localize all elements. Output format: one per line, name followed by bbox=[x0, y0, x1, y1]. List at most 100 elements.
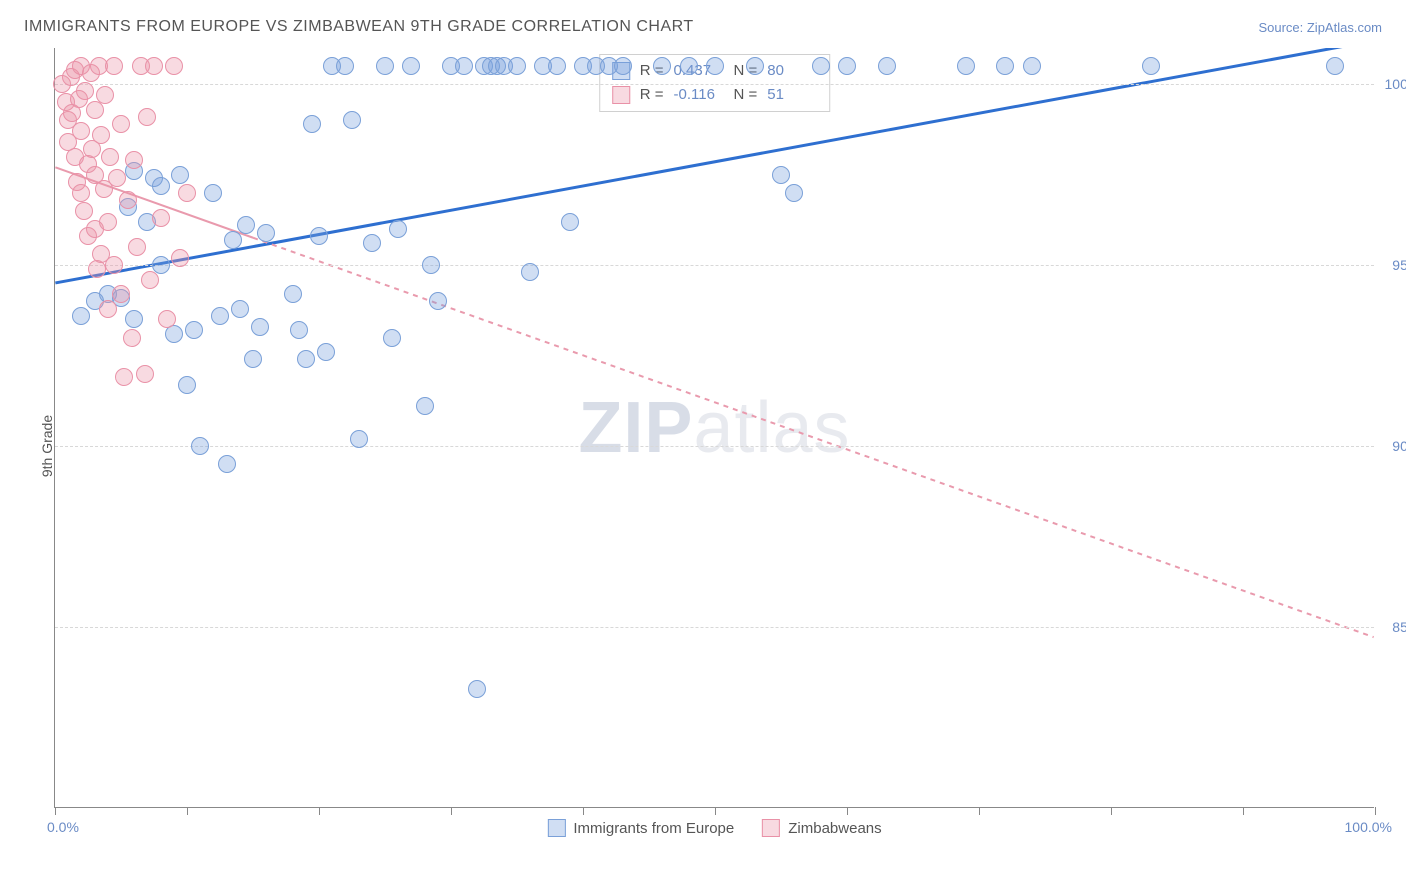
data-point bbox=[297, 350, 315, 368]
data-point bbox=[171, 166, 189, 184]
data-point bbox=[99, 300, 117, 318]
grid-line bbox=[55, 627, 1374, 628]
y-tick-label: 100.0% bbox=[1385, 76, 1406, 92]
data-point bbox=[303, 115, 321, 133]
data-point bbox=[336, 57, 354, 75]
data-point bbox=[152, 177, 170, 195]
data-point bbox=[878, 57, 896, 75]
data-point bbox=[158, 310, 176, 328]
data-point bbox=[224, 231, 242, 249]
data-point bbox=[92, 126, 110, 144]
data-point bbox=[996, 57, 1014, 75]
x-tick-mark bbox=[187, 807, 188, 815]
data-point bbox=[128, 238, 146, 256]
title-bar: IMMIGRANTS FROM EUROPE VS ZIMBABWEAN 9TH… bbox=[24, 18, 1382, 36]
data-point bbox=[350, 430, 368, 448]
data-point bbox=[1142, 57, 1160, 75]
data-point bbox=[108, 169, 126, 187]
series-swatch bbox=[612, 86, 630, 104]
data-point bbox=[402, 57, 420, 75]
data-point bbox=[119, 191, 137, 209]
legend-item: Zimbabweans bbox=[762, 819, 881, 837]
data-point bbox=[112, 115, 130, 133]
trend-lines bbox=[55, 48, 1374, 807]
n-value: 80 bbox=[767, 59, 817, 83]
data-point bbox=[521, 263, 539, 281]
x-tick-mark bbox=[979, 807, 980, 815]
data-point bbox=[416, 397, 434, 415]
source-link[interactable]: Source: ZipAtlas.com bbox=[1258, 20, 1382, 35]
x-tick-mark bbox=[451, 807, 452, 815]
chart-title: IMMIGRANTS FROM EUROPE VS ZIMBABWEAN 9TH… bbox=[24, 18, 694, 36]
grid-line bbox=[55, 446, 1374, 447]
data-point bbox=[75, 202, 93, 220]
data-point bbox=[178, 376, 196, 394]
x-tick-mark bbox=[55, 807, 56, 815]
r-value: -0.116 bbox=[674, 83, 724, 107]
data-point bbox=[422, 256, 440, 274]
data-point bbox=[310, 227, 328, 245]
data-point bbox=[72, 184, 90, 202]
x-tick-mark bbox=[715, 807, 716, 815]
data-point bbox=[141, 271, 159, 289]
watermark: ZIPatlas bbox=[578, 387, 850, 469]
data-point bbox=[343, 111, 361, 129]
data-point bbox=[251, 318, 269, 336]
data-point bbox=[76, 82, 94, 100]
y-tick-label: 90.0% bbox=[1392, 438, 1406, 454]
grid-line bbox=[55, 84, 1374, 85]
data-point bbox=[772, 166, 790, 184]
x-tick-mark bbox=[1111, 807, 1112, 815]
data-point bbox=[204, 184, 222, 202]
data-point bbox=[561, 213, 579, 231]
data-point bbox=[145, 57, 163, 75]
x-tick-mark bbox=[847, 807, 848, 815]
data-point bbox=[548, 57, 566, 75]
grid-line bbox=[55, 265, 1374, 266]
data-point bbox=[785, 184, 803, 202]
data-point bbox=[125, 151, 143, 169]
legend-label: Zimbabweans bbox=[788, 820, 881, 837]
data-point bbox=[191, 437, 209, 455]
data-point bbox=[99, 213, 117, 231]
data-point bbox=[244, 350, 262, 368]
r-label: R = bbox=[640, 83, 664, 107]
watermark-light: atlas bbox=[693, 388, 850, 468]
legend-swatch bbox=[547, 819, 565, 837]
data-point bbox=[185, 321, 203, 339]
data-point bbox=[152, 209, 170, 227]
data-point bbox=[136, 365, 154, 383]
n-value: 51 bbox=[767, 83, 817, 107]
data-point bbox=[165, 57, 183, 75]
data-point bbox=[178, 184, 196, 202]
x-tick-mark bbox=[1243, 807, 1244, 815]
y-axis-label: 9th Grade bbox=[39, 415, 55, 477]
legend-swatch bbox=[762, 819, 780, 837]
data-point bbox=[455, 57, 473, 75]
data-point bbox=[746, 57, 764, 75]
x-tick-mark bbox=[319, 807, 320, 815]
data-point bbox=[284, 285, 302, 303]
data-point bbox=[838, 57, 856, 75]
data-point bbox=[680, 57, 698, 75]
x-max-label: 100.0% bbox=[1345, 819, 1392, 835]
legend-label: Immigrants from Europe bbox=[573, 820, 734, 837]
data-point bbox=[290, 321, 308, 339]
data-point bbox=[138, 108, 156, 126]
data-point bbox=[508, 57, 526, 75]
data-point bbox=[812, 57, 830, 75]
data-point bbox=[614, 57, 632, 75]
y-tick-label: 85.0% bbox=[1392, 619, 1406, 635]
data-point bbox=[231, 300, 249, 318]
data-point bbox=[72, 307, 90, 325]
data-point bbox=[115, 368, 133, 386]
data-point bbox=[211, 307, 229, 325]
data-point bbox=[706, 57, 724, 75]
data-point bbox=[72, 122, 90, 140]
legend-item: Immigrants from Europe bbox=[547, 819, 734, 837]
x-min-label: 0.0% bbox=[47, 819, 79, 835]
data-point bbox=[105, 57, 123, 75]
stats-row: R =-0.116N =51 bbox=[612, 83, 818, 107]
data-point bbox=[957, 57, 975, 75]
data-point bbox=[653, 57, 671, 75]
